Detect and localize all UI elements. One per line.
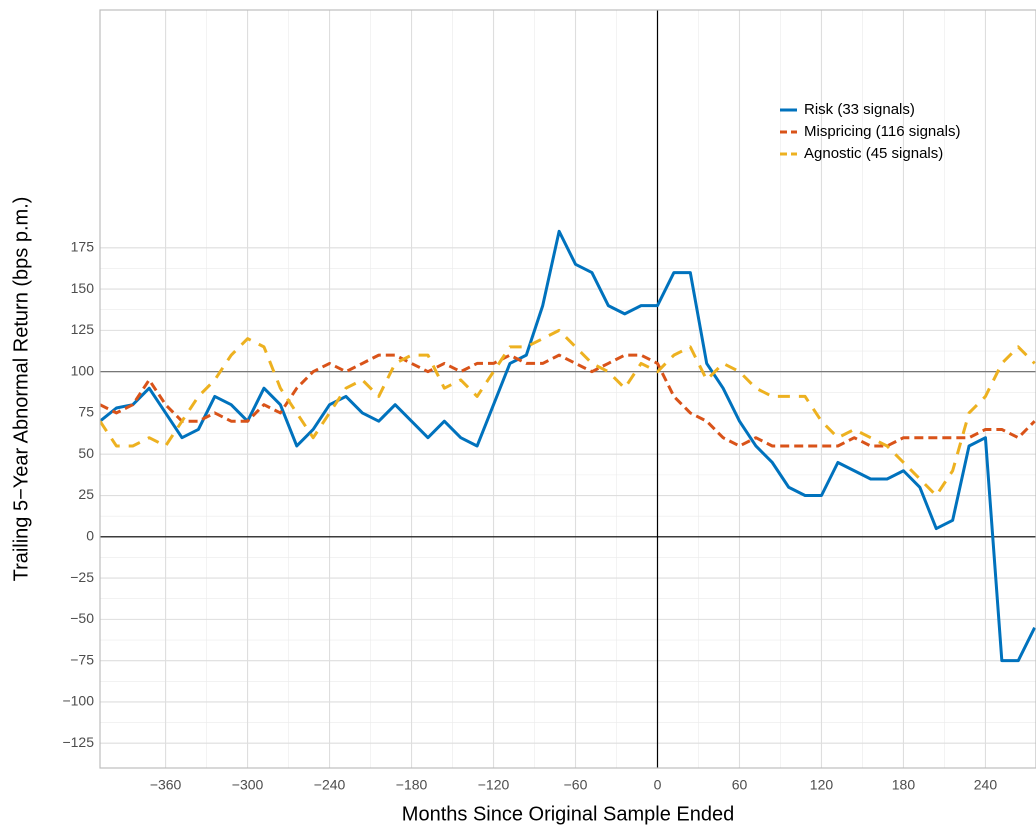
x-tick-label: 0 [654, 777, 662, 793]
y-tick-label: −100 [62, 693, 94, 709]
plot-border [99, 9, 1036, 769]
y-tick-label: −125 [62, 734, 94, 750]
y-tick-label: −75 [70, 651, 94, 667]
y-tick-label: 25 [78, 486, 94, 502]
y-axis-title: Trailing 5−Year Abnormal Return (bps p.m… [10, 197, 32, 582]
x-tick-label: −60 [564, 777, 588, 793]
x-tick-label: −240 [314, 777, 346, 793]
y-tick-label: 150 [71, 280, 95, 296]
x-tick-label: −360 [150, 777, 182, 793]
series-line [100, 328, 1036, 498]
y-tick-label: 0 [86, 528, 94, 544]
x-tick-label: 120 [810, 777, 834, 793]
x-tick-label: 240 [974, 777, 998, 793]
series-line [100, 353, 1036, 448]
x-axis-title: Months Since Original Sample Ended [402, 803, 734, 825]
y-tick-label: 100 [71, 362, 95, 378]
x-tick-label: −120 [478, 777, 510, 793]
x-tick-label: −180 [396, 777, 428, 793]
y-tick-label: −25 [70, 569, 94, 585]
series-line [100, 229, 1036, 663]
y-tick-label: −50 [70, 610, 94, 626]
y-tick-label: 75 [78, 404, 94, 420]
x-tick-label: 180 [892, 777, 916, 793]
legend-label: Mispricing (116 signals) [804, 123, 960, 140]
x-tick-label: −300 [232, 777, 264, 793]
y-tick-label: 50 [78, 445, 94, 461]
legend-label: Agnostic (45 signals) [804, 145, 943, 162]
plot-lines [100, 229, 1036, 663]
x-tick-label: 60 [732, 777, 748, 793]
legend-label: Risk (33 signals) [804, 101, 915, 118]
y-tick-label: 175 [71, 239, 95, 255]
y-tick-label: 125 [71, 321, 95, 337]
